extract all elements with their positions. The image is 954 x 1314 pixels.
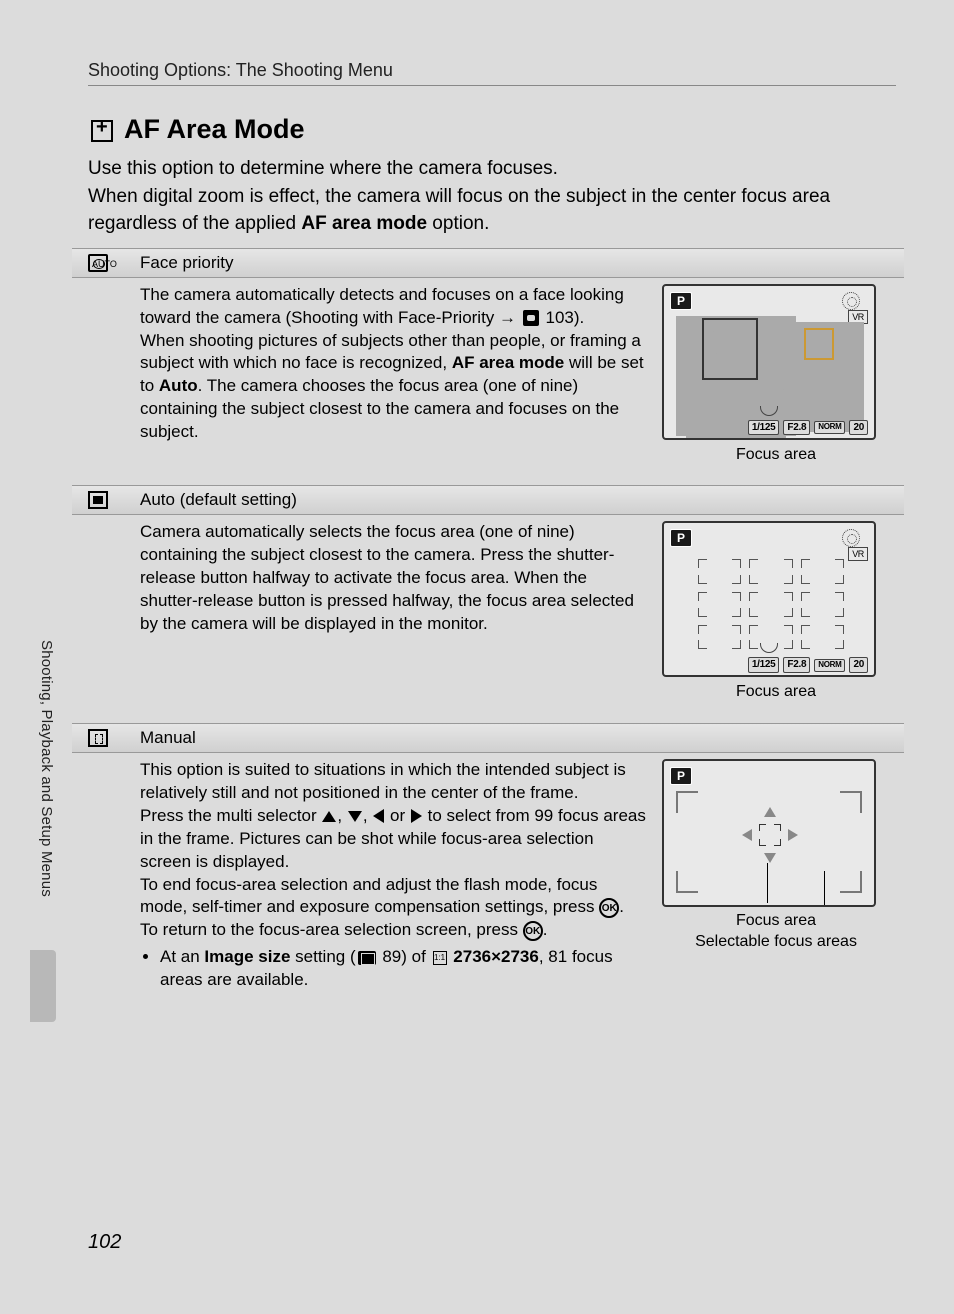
left-arrow-icon (373, 809, 384, 823)
page-number: 102 (88, 1231, 121, 1254)
dpad-right-icon (788, 829, 798, 841)
mode-face-priority: AUTO Face priority The camera automatica… (72, 248, 904, 476)
face-priority-icon: AUTO (88, 254, 108, 272)
auto-mode-icon (88, 491, 108, 509)
intro-text: Use this option to determine where the c… (88, 155, 884, 238)
mode-label-face: Face priority (140, 253, 234, 273)
bullet-list: At an Image size setting ( 89) of 2736×2… (160, 946, 646, 992)
ok-button-icon: OK (523, 921, 543, 941)
target-icon (842, 529, 860, 547)
frame-corner (840, 791, 862, 813)
mode-label-manual: Manual (140, 728, 196, 748)
mode-badge-p: P (670, 529, 692, 547)
figure-caption-face: Focus area (662, 444, 890, 466)
aspect-ratio-icon (433, 951, 447, 965)
manual-mode-icon (88, 729, 108, 747)
mode-header-face: AUTO Face priority (72, 248, 904, 278)
intro-line1: Use this option to determine where the c… (88, 155, 884, 183)
ok-button-icon: OK (599, 898, 619, 918)
bullet-item: At an Image size setting ( 89) of 2736×2… (160, 946, 646, 992)
mode-text-face: The camera automatically detects and foc… (140, 284, 646, 466)
nine-area-grid (698, 559, 844, 649)
focus-bracket-large (702, 318, 758, 380)
mode-badge-p: P (670, 767, 692, 785)
dpad-up-icon (764, 807, 776, 817)
frame-corner (676, 871, 698, 893)
up-arrow-icon (322, 811, 336, 822)
mode-auto: Auto (default setting) Camera automatica… (72, 485, 904, 713)
frame-corner (840, 871, 862, 893)
mode-manual: Manual This option is suited to situatio… (72, 723, 904, 1004)
figure-manual: P (662, 759, 876, 907)
figure-caption-auto: Focus area (662, 681, 890, 703)
mode-header-auto: Auto (default setting) (72, 485, 904, 515)
callout-line (824, 871, 825, 907)
dpad-selector (742, 807, 798, 863)
intro-line2: When digital zoom is effect, the camera … (88, 183, 884, 238)
mode-header-manual: Manual (72, 723, 904, 753)
smile-icon (760, 643, 778, 653)
side-section-label: Shooting, Playback and Setup Menus (38, 640, 55, 897)
page-title-text: AF Area Mode (124, 114, 305, 145)
callout-line (767, 863, 768, 903)
dpad-down-icon (764, 853, 776, 863)
status-bar: 1/125 F2.8 NORM 20 (664, 418, 874, 438)
focus-bracket-small (804, 328, 834, 360)
figure-face-priority: P VR 1/125 F2.8 NORM 20 (662, 284, 876, 440)
status-bar: 1/125 F2.8 NORM 20 (664, 655, 874, 675)
figure-caption-manual: Focus area Selectable focus areas (662, 911, 890, 953)
mode-text-auto: Camera automatically selects the focus a… (140, 521, 646, 703)
frame-corner (676, 791, 698, 813)
figure-auto: P VR 1/125 F2.8 NORM 20 (662, 521, 876, 677)
vr-badge: VR (848, 547, 868, 561)
right-arrow-icon (411, 809, 422, 823)
running-header: Shooting Options: The Shooting Menu (88, 60, 896, 86)
dpad-left-icon (742, 829, 752, 841)
mode-label-auto: Auto (default setting) (140, 490, 297, 510)
page-title: AF Area Mode (88, 114, 904, 145)
af-area-icon (88, 118, 116, 142)
target-icon (842, 292, 860, 310)
reference-icon (358, 951, 376, 965)
down-arrow-icon (348, 811, 362, 822)
reference-icon (523, 310, 539, 326)
side-tab-indicator (30, 950, 56, 1022)
mode-text-manual: This option is suited to situations in w… (140, 759, 646, 994)
mode-badge-p: P (670, 292, 692, 310)
focus-square (759, 824, 781, 846)
